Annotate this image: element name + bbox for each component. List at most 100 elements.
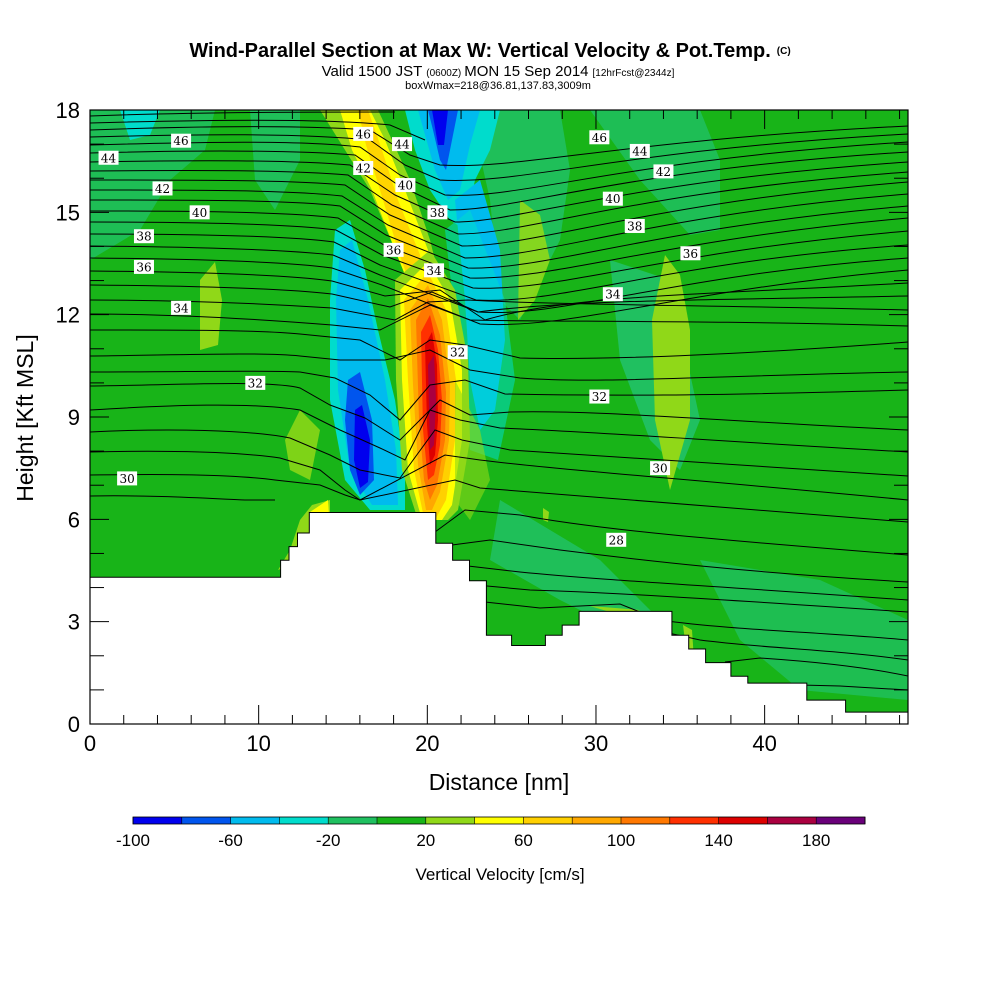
contour-label-text: 42 — [656, 165, 671, 179]
contour-label-text: 38 — [627, 219, 642, 233]
theta-contour — [90, 284, 908, 313]
contour-label-text: 40 — [398, 179, 413, 193]
theta-contour — [90, 189, 908, 259]
contour-label-text: 36 — [136, 260, 151, 274]
weak-updraft-region — [455, 380, 490, 520]
theta-contour — [90, 349, 908, 381]
y-tick-label: 3 — [68, 610, 80, 635]
y-tick-label: 18 — [56, 98, 80, 123]
contour-label-text: 44 — [101, 151, 117, 165]
contour-label-box — [395, 178, 416, 193]
contour-label-box — [589, 130, 610, 145]
contour-label-box — [353, 160, 374, 175]
contour-label: 46 — [171, 133, 192, 148]
contour-label-box — [133, 259, 154, 274]
weak-downdraft-region — [490, 500, 660, 630]
downdraft-left-core — [354, 405, 370, 488]
contour-label: 32 — [245, 375, 266, 390]
colorbar-swatch — [230, 817, 280, 824]
contour-label: 36 — [680, 246, 701, 261]
contour-label-text: 38 — [136, 230, 151, 244]
contour-label: 30 — [650, 461, 671, 476]
terrain — [90, 512, 908, 724]
theta-contour — [90, 495, 275, 501]
colorbar-swatch — [474, 817, 524, 824]
theta-contour — [90, 329, 908, 361]
theta-contour — [90, 404, 908, 461]
contour-label-text: 32 — [592, 390, 607, 404]
contour-label-text: 36 — [683, 247, 698, 261]
theta-contour — [90, 169, 908, 235]
contour-label: 42 — [653, 164, 674, 179]
contour-label-box — [447, 345, 468, 360]
y-axis-title: Height [Kft MSL] — [12, 334, 38, 501]
updraft-arc-80 — [358, 110, 425, 290]
colorbar: -100 -60 -20 20 60 100 140 180 — [116, 816, 866, 850]
theta-contour — [90, 257, 908, 326]
contour-label-box — [98, 150, 119, 165]
contour-label: 34 — [602, 287, 623, 302]
contour-label: 38 — [427, 205, 448, 220]
weak-updraft-region — [543, 508, 549, 522]
contour-label-box — [383, 242, 404, 257]
theta-contour — [90, 370, 908, 421]
contour-label-box — [624, 218, 645, 233]
contour-label-box — [245, 375, 266, 390]
theta-contour — [724, 657, 908, 677]
weak-downdraft-region — [120, 110, 160, 140]
theta-contour — [654, 629, 908, 661]
theta-contour — [90, 383, 908, 441]
y-tick-label: 15 — [56, 200, 80, 225]
contour-label: 42 — [152, 181, 173, 196]
theta-contour — [90, 160, 908, 223]
contour-label-text: 30 — [119, 472, 134, 486]
contour-label-box — [680, 246, 701, 261]
theta-contour — [475, 584, 908, 613]
theta-contour — [90, 299, 908, 321]
contour-label-text: 32 — [248, 376, 263, 390]
contour-label-text: 42 — [356, 161, 371, 175]
colorbar-swatch — [767, 817, 817, 824]
contour-label: 40 — [602, 191, 623, 206]
theta-contour — [90, 125, 908, 167]
weak-updraft-region — [652, 255, 690, 490]
contour-label: 44 — [629, 143, 650, 158]
weak-updraft-region — [200, 262, 222, 350]
theta-contour — [90, 119, 426, 141]
theta-contour — [467, 565, 908, 601]
theta-contour — [451, 539, 908, 583]
contour-label-text: 34 — [173, 301, 189, 315]
colorbar-swatch — [425, 817, 476, 824]
theta-contour — [434, 509, 908, 556]
colorbar-tick-label: 20 — [416, 831, 435, 850]
contour-label-text: 40 — [192, 206, 207, 220]
contour-label-text: 32 — [450, 346, 465, 360]
contour-label-text: 44 — [632, 144, 648, 158]
contour-label-text: 46 — [356, 127, 371, 141]
contour-label-box — [629, 143, 650, 158]
contour-label-text: 34 — [605, 288, 621, 302]
theta-contour — [90, 210, 908, 279]
contour-label: 34 — [171, 300, 192, 315]
colorbar-tick-label: 140 — [704, 831, 732, 850]
contour-label-box — [606, 532, 627, 547]
theta-contour — [90, 221, 908, 289]
colorbar-swatch — [669, 817, 720, 824]
theta-contour — [90, 141, 908, 196]
contour-label: 36 — [133, 259, 154, 274]
contour-label: 38 — [133, 229, 154, 244]
weak-downdraft-region — [700, 560, 908, 700]
contour-label: 40 — [395, 178, 416, 193]
x-tick-label: 40 — [752, 731, 776, 756]
contour-label-box — [653, 164, 674, 179]
y-tick-label: 9 — [68, 405, 80, 430]
contour-label: 42 — [353, 160, 374, 175]
contour-label: 40 — [189, 205, 210, 220]
contour-label: 46 — [353, 126, 374, 141]
x-tick-label: 0 — [84, 731, 96, 756]
x-tick-label: 30 — [584, 731, 608, 756]
contour-label-box — [117, 471, 138, 486]
colorbar-tick-label: 100 — [607, 831, 635, 850]
contour-label-text: 34 — [426, 264, 442, 278]
colorbar-swatch — [328, 817, 378, 824]
